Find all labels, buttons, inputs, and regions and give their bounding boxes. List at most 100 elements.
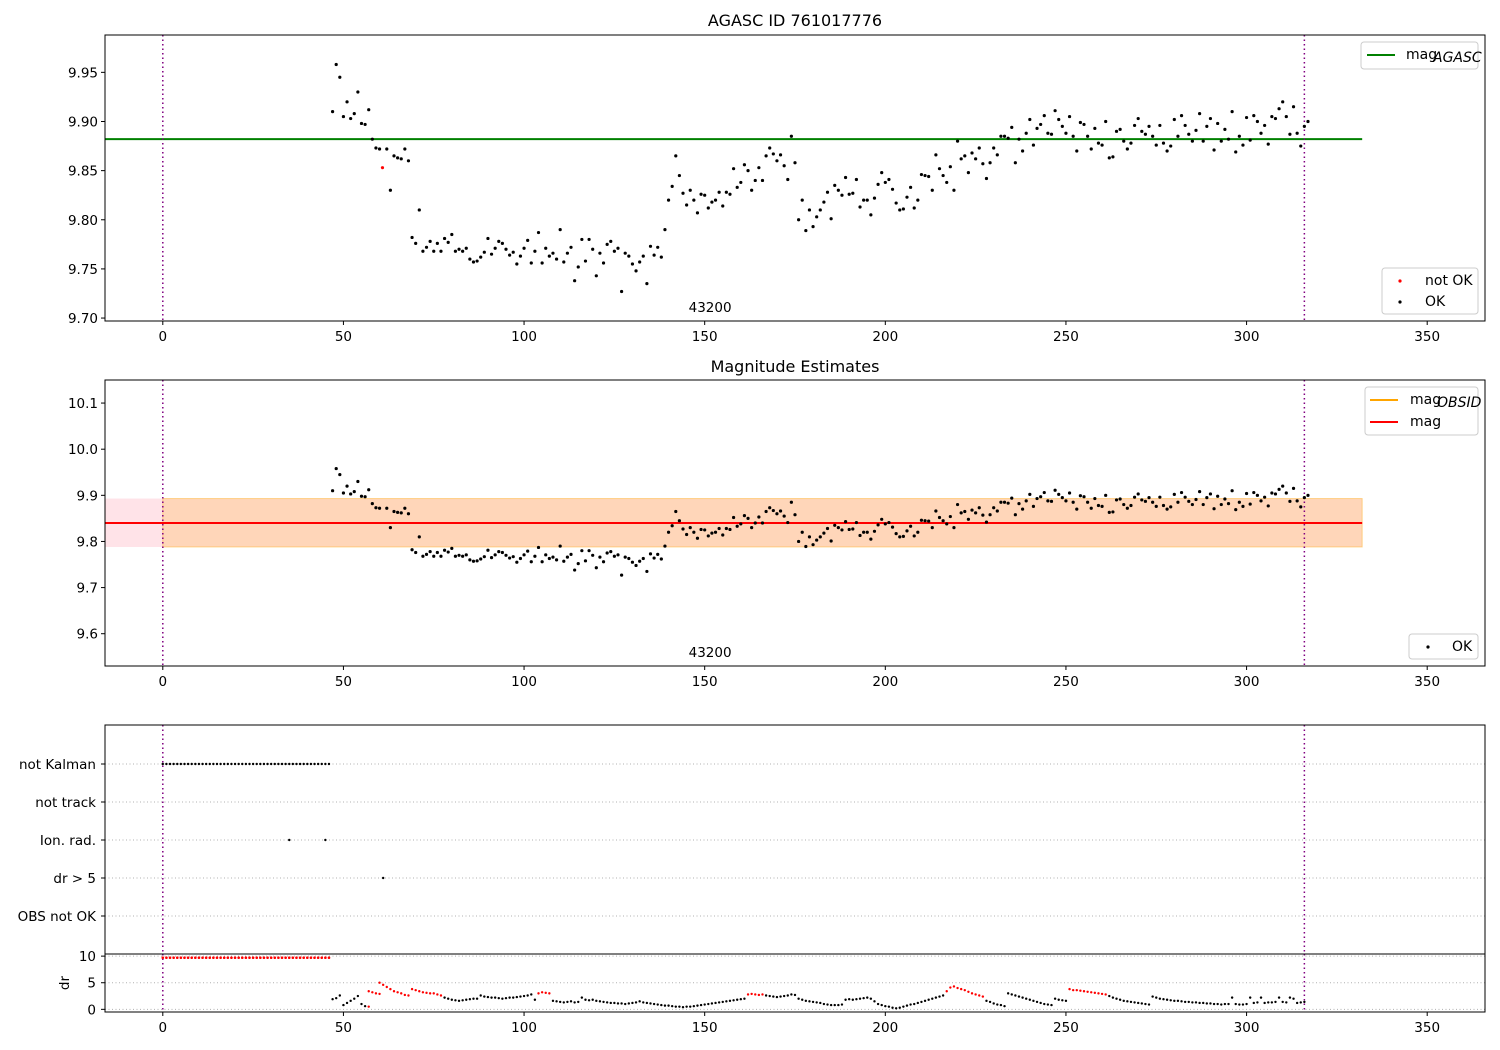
ok-point — [580, 549, 584, 553]
ok-point — [374, 506, 378, 510]
dr-ok-point — [598, 1000, 602, 1003]
ok-point — [547, 254, 551, 258]
not-kalman-point — [291, 762, 295, 766]
ok-point — [674, 154, 678, 158]
dr-not-ok-point — [1068, 987, 1071, 991]
ok-point — [518, 254, 523, 258]
ok-point — [573, 568, 577, 572]
dr-ok-point — [988, 1000, 992, 1004]
dr-ok-point — [775, 995, 779, 999]
ok-point — [573, 279, 577, 283]
dr-ok-point — [468, 998, 472, 1001]
not-kalman-point — [259, 762, 262, 766]
dr-ok-point — [1191, 1001, 1194, 1004]
ok-point — [583, 559, 588, 563]
not-kalman-point — [215, 762, 219, 766]
dr-ok-point — [714, 1001, 717, 1005]
dr-ok-point — [1238, 1003, 1241, 1006]
x-tick-label: 0 — [159, 1020, 168, 1036]
dr-ok-point — [837, 1003, 840, 1007]
dr-not-ok-point — [309, 956, 313, 960]
dr-ok-point — [909, 1003, 912, 1006]
ok-point — [815, 215, 819, 219]
ok-point — [1042, 113, 1046, 118]
not-kalman-point — [219, 762, 222, 766]
dr-not-ok-point — [1100, 992, 1104, 996]
dr-not-ok-point — [324, 956, 327, 960]
ok-point — [880, 170, 884, 175]
ok-point — [461, 249, 465, 253]
ok-point — [500, 550, 504, 555]
ok-point — [898, 208, 902, 212]
ok-point — [1010, 125, 1014, 129]
dr-ok-point — [580, 996, 584, 999]
ok-point — [1020, 149, 1025, 153]
ok-point — [432, 554, 436, 558]
ok-point — [1226, 137, 1231, 141]
dr-not-ok-point — [974, 993, 977, 996]
ok-point — [811, 543, 815, 547]
ok-point — [609, 239, 613, 243]
ok-point — [778, 509, 783, 513]
ok-point — [638, 260, 642, 264]
ok-point — [612, 249, 616, 253]
dr-ok-point — [1046, 1003, 1050, 1006]
dr-not-ok-point — [208, 956, 212, 960]
ok-point — [1219, 139, 1223, 143]
dr-ok-point — [1220, 1003, 1223, 1006]
ok-point — [461, 554, 465, 558]
ok-point — [489, 252, 494, 256]
dr-ok-point — [642, 1001, 645, 1004]
dr-ok-point — [1230, 996, 1234, 999]
not-kalman-point — [306, 762, 309, 766]
ok-point — [970, 151, 974, 155]
dr-ok-point — [1032, 999, 1035, 1003]
ok-point — [677, 173, 681, 178]
dr-ok-point — [670, 1004, 674, 1008]
dr-not-ok-point — [280, 956, 284, 960]
dr-not-ok-point — [197, 956, 201, 960]
ok-point — [710, 200, 714, 204]
ok-point — [1212, 148, 1216, 152]
ok-point — [1028, 492, 1032, 496]
dr-ok-point — [645, 1001, 649, 1005]
y-tick-label: 9.9 — [77, 488, 98, 504]
ok-point — [843, 520, 848, 524]
y-tick-label: 10.1 — [68, 396, 98, 412]
legend-box — [1408, 633, 1479, 660]
dr-not-ok-point — [237, 956, 240, 960]
ok-point — [955, 502, 960, 507]
ok-point — [1306, 493, 1310, 497]
x-tick-label: 300 — [1234, 329, 1260, 345]
ok-point — [1161, 141, 1166, 145]
obsid-annotation: 43200 — [689, 300, 732, 316]
dr-ok-point — [1053, 997, 1057, 1000]
ok-point — [359, 494, 364, 498]
ok-point — [966, 170, 971, 175]
dr-ok-point — [1183, 1000, 1187, 1004]
ok-point — [739, 180, 743, 185]
ok-point — [1259, 499, 1263, 503]
dr-ok-point — [873, 1000, 876, 1003]
not-kalman-point — [248, 762, 251, 766]
ok-point — [601, 560, 606, 564]
ok-point — [1017, 502, 1021, 506]
dr-not-ok-point — [287, 956, 291, 960]
ok-point — [1067, 491, 1072, 495]
ok-point — [865, 198, 869, 202]
dr-ok-point — [801, 998, 804, 1001]
ok-point — [952, 188, 956, 192]
dr-not-ok-point — [194, 956, 197, 960]
dr-ok-point — [1245, 1002, 1248, 1006]
ok-point — [970, 508, 974, 512]
ok-point — [634, 563, 638, 568]
dr-not-ok-point — [952, 985, 956, 988]
not-kalman-point — [237, 762, 240, 766]
ok-point — [648, 552, 653, 556]
dr-ok-point — [855, 998, 858, 1001]
dr-ok-point — [696, 1004, 699, 1007]
dr-ok-point — [822, 1002, 826, 1006]
dr-ok-point — [898, 1006, 901, 1009]
ok-point — [750, 188, 754, 192]
